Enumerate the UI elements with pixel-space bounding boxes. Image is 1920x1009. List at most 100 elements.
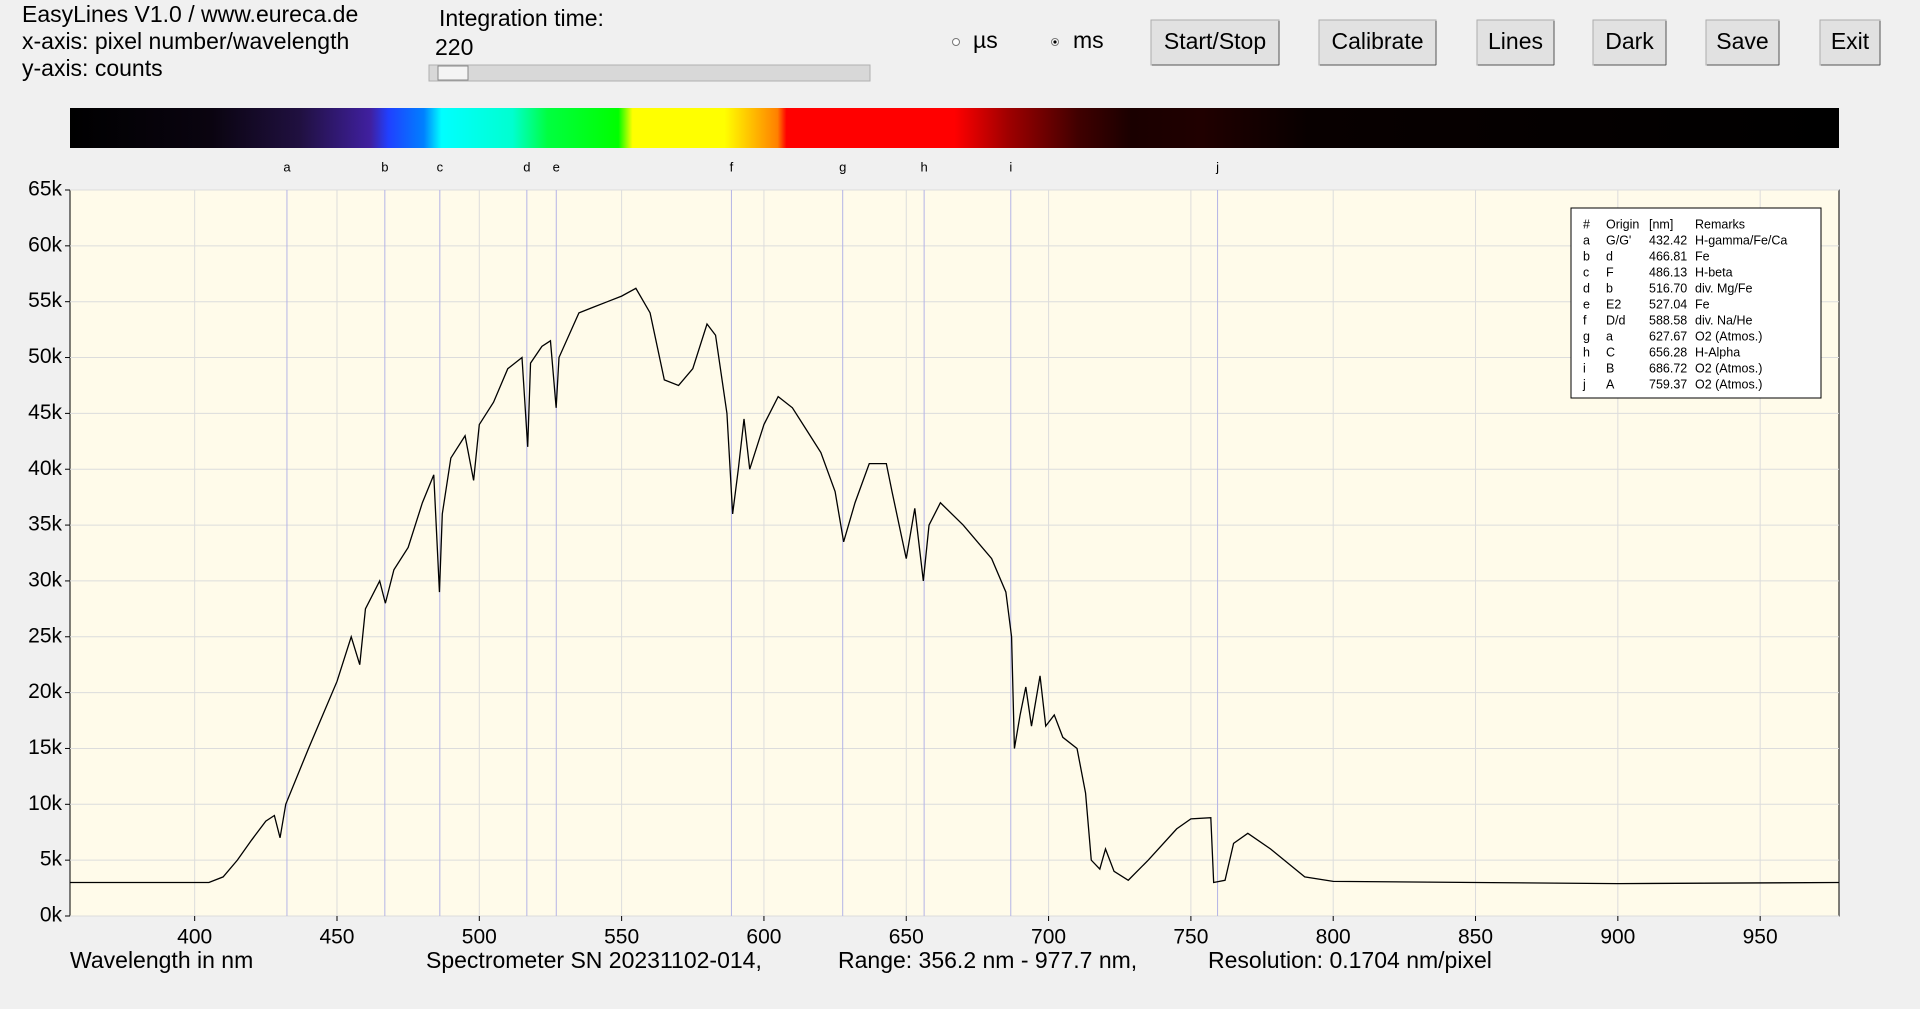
legend-remarks: Fe	[1695, 297, 1710, 311]
spectrum-line	[70, 287, 1840, 885]
legend-header: #	[1583, 217, 1590, 231]
fraunhofer-letter: g	[839, 159, 846, 174]
button[interactable]	[1150, 19, 1280, 66]
legend-id: i	[1583, 361, 1586, 375]
legend-origin: d	[1606, 249, 1613, 263]
y-axis-info: y-axis: counts	[22, 55, 163, 81]
legend-origin: D/d	[1606, 313, 1626, 327]
y-tick-label: 0k	[40, 904, 63, 927]
fraunhofer-letter: j	[1215, 159, 1219, 174]
legend-remarks: div. Na/He	[1695, 313, 1752, 327]
y-tick-label: 60k	[28, 233, 62, 256]
legend-wavelength: 527.04	[1649, 297, 1687, 311]
legend-origin: E2	[1606, 297, 1621, 311]
radio-label: ms	[1073, 27, 1104, 53]
y-tick-label: 50k	[28, 345, 62, 368]
legend-remarks: div. Mg/Fe	[1695, 281, 1752, 295]
legend-id: a	[1583, 233, 1590, 247]
resolution: Resolution: 0.1704 nm/pixel	[1208, 947, 1492, 973]
legend-remarks: O2 (Atmos.)	[1695, 329, 1762, 343]
button-label: Start/Stop	[1164, 28, 1266, 54]
fraunhofer-letter: d	[523, 159, 530, 174]
legend-wavelength: 588.58	[1649, 313, 1687, 327]
y-tick-label: 25k	[28, 624, 62, 647]
legend-id: b	[1583, 249, 1590, 263]
y-tick-label: 5k	[40, 848, 63, 871]
legend-box	[1570, 207, 1822, 399]
serial-number: Spectrometer SN 20231102-014,	[426, 947, 762, 973]
legend-id: f	[1583, 313, 1587, 327]
x-tick-label: 650	[889, 926, 924, 949]
x-tick-label: 400	[177, 926, 212, 949]
button-label: Calibrate	[1331, 28, 1423, 54]
legend-remarks: O2 (Atmos.)	[1695, 361, 1762, 375]
toolbar: Start/Stop Calibrate Lines Dark Save Exit	[1150, 19, 1881, 66]
legend-id: h	[1583, 345, 1590, 359]
legend-origin: a	[1606, 329, 1613, 343]
legend-header: [nm]	[1649, 217, 1673, 231]
fraunhofer-letter: f	[730, 159, 734, 174]
legend-wavelength: 432.42	[1649, 233, 1687, 247]
radio-label: µs	[973, 27, 998, 53]
y-tick-label: 15k	[28, 736, 62, 759]
y-tick-label: 35k	[28, 513, 62, 536]
spectrum-bar	[70, 108, 1839, 148]
fraunhofer-letter: h	[921, 159, 928, 174]
legend-remarks: H-beta	[1695, 265, 1733, 279]
y-tick-label: 10k	[28, 792, 62, 815]
legend-origin: A	[1606, 377, 1615, 391]
slider-thumb[interactable]	[437, 65, 469, 81]
fraunhofer-letter: i	[1009, 159, 1012, 174]
x-tick-label: 700	[1031, 926, 1066, 949]
button[interactable]	[1705, 19, 1780, 66]
button-label: Dark	[1605, 28, 1654, 54]
y-tick-label: 20k	[28, 680, 62, 703]
button[interactable]	[1476, 19, 1555, 66]
fraunhofer-letter: b	[381, 159, 388, 174]
legend-remarks: H-gamma/Fe/Ca	[1695, 233, 1787, 247]
plot-area	[69, 189, 1840, 917]
x-axis-label: Wavelength in nm	[70, 947, 253, 973]
legend-id: c	[1583, 265, 1589, 279]
x-tick-label: 550	[604, 926, 639, 949]
legend-wavelength: 686.72	[1649, 361, 1687, 375]
legend-header: Remarks	[1695, 217, 1745, 231]
legend-wavelength: 759.37	[1649, 377, 1687, 391]
x-tick-label: 800	[1316, 926, 1351, 949]
y-tick-label: 40k	[28, 457, 62, 480]
legend-wavelength: 466.81	[1649, 249, 1687, 263]
plot: 0k 5k 10k 15k 20k 25k 30k 35k 40k 45k 50k 55k 60k 65k…	[28, 159, 1840, 949]
legend-id: d	[1583, 281, 1590, 295]
legend-remarks: H-Alpha	[1695, 345, 1740, 359]
fraunhofer-letter: c	[437, 159, 444, 174]
fraunhofer-letter: e	[553, 159, 560, 174]
x-tick-label: 600	[746, 926, 781, 949]
x-axis-info: x-axis: pixel number/wavelength	[22, 28, 349, 54]
x-tick-label: 500	[462, 926, 497, 949]
radio-us[interactable]	[952, 38, 960, 46]
integration-value: 220	[435, 34, 473, 60]
y-tick-label: 30k	[28, 568, 62, 591]
legend-origin: F	[1606, 265, 1614, 279]
legend-id: j	[1582, 377, 1586, 391]
app-title: EasyLines V1.0 / www.eureca.de	[22, 1, 358, 27]
legend-wavelength: 486.13	[1649, 265, 1687, 279]
legend-wavelength: 516.70	[1649, 281, 1687, 295]
integration-slider[interactable]	[428, 64, 871, 82]
button-label: Exit	[1831, 28, 1870, 54]
legend-remarks: Fe	[1695, 249, 1710, 263]
fraunhofer-letter: a	[283, 159, 291, 174]
radio-dot	[1053, 40, 1057, 44]
x-tick-label: 950	[1743, 926, 1778, 949]
x-tick-label: 850	[1458, 926, 1493, 949]
range: Range: 356.2 nm - 977.7 nm,	[838, 947, 1137, 973]
legend-wavelength: 656.28	[1649, 345, 1687, 359]
legend-id: e	[1583, 297, 1590, 311]
legend-origin: G/G'	[1606, 233, 1631, 247]
legend-remarks: O2 (Atmos.)	[1695, 377, 1762, 391]
legend-wavelength: 627.67	[1649, 329, 1687, 343]
legend-origin: b	[1606, 281, 1613, 295]
legend-id: g	[1583, 329, 1590, 343]
x-tick-label: 900	[1600, 926, 1635, 949]
